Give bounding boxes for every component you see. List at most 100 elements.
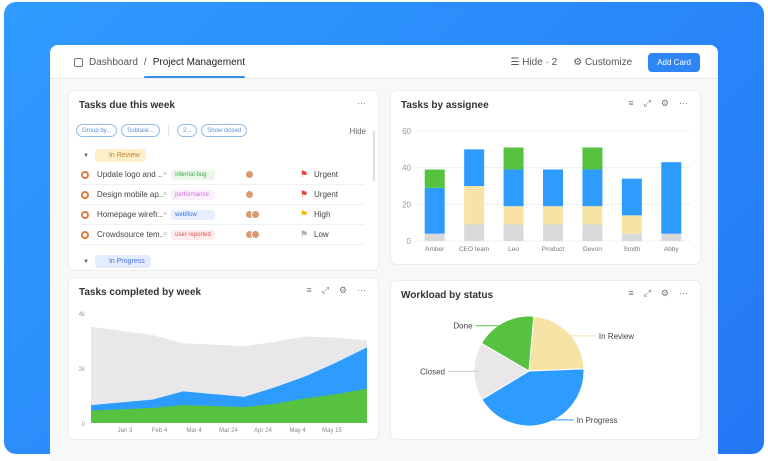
more-icon[interactable]: ··· (679, 98, 688, 108)
card-title: Workload by status (401, 290, 494, 301)
group-in-progress: In Progress (94, 255, 151, 268)
more-icon[interactable]: ··· (357, 98, 366, 108)
bar-segment (543, 224, 563, 241)
hide-label: Hide · 2 (522, 57, 558, 68)
priority-label: Urgent (314, 190, 339, 199)
x-tick-label: Product (542, 246, 565, 253)
active-tab-underline (144, 76, 245, 78)
show-closed-chip[interactable]: Show closed (201, 124, 248, 137)
task-name[interactable]: Update logo and ... (97, 170, 163, 179)
bar-segment (424, 233, 445, 241)
customize-button[interactable]: ⚙ Customize (573, 57, 632, 68)
filter-icon[interactable]: ≡ (628, 98, 634, 108)
bar-segment (661, 233, 682, 241)
expand-icon[interactable]: ⤢ (321, 285, 329, 295)
bar-segment (543, 169, 563, 207)
bar-segment (621, 215, 642, 234)
slice-label: In Review (599, 332, 634, 341)
x-tick-label: Amber (425, 246, 445, 253)
flag-icon: ⚑ (300, 189, 309, 199)
collapse-icon[interactable]: ▼ (83, 258, 89, 265)
task-tag: performance (171, 189, 216, 200)
group-by-chip[interactable]: Group by... (76, 124, 118, 137)
x-tick-label: Jan 3 (118, 428, 133, 434)
header: Dashboard / Project Management ☰ Hide · … (50, 45, 718, 79)
scrollbar[interactable] (373, 131, 375, 181)
bar-chart: 0 20 40 60 Amber CEO team Leo Product Devon Smith… (402, 127, 691, 253)
hide-button[interactable]: ☰ Hide · 2 (510, 57, 557, 68)
y-tick-label: 20 (402, 200, 411, 209)
task-tag: webflow (171, 209, 216, 220)
task-row[interactable]: Update logo and ... ≡ internal bug ⚑ Urg… (81, 165, 365, 185)
divider (167, 124, 169, 137)
filter-chip[interactable]: 2... (176, 124, 198, 137)
task-row[interactable]: Design mobile ap... ≡ performance ⚑ Urge… (81, 185, 365, 205)
bar-segment (464, 149, 485, 186)
bar-segment (424, 169, 445, 188)
bar-segment (582, 147, 603, 170)
more-icon[interactable]: ··· (357, 285, 366, 295)
bar-segment (582, 169, 603, 207)
tasks-by-assignee-card: Tasks by assignee ≡ ⤢ ⚙ ··· 0 20 40 60 Amber CEO… (390, 90, 701, 265)
filter-icon[interactable]: ≡ (306, 285, 312, 295)
y-tick-label: 4k (79, 312, 86, 318)
description-icon: ≡ (163, 231, 168, 238)
expand-icon[interactable]: ⤢ (643, 288, 651, 298)
y-tick-label: 0 (82, 422, 86, 428)
y-tick-label: 40 (402, 164, 411, 173)
status-icon (81, 230, 89, 239)
sliders-icon: ☰ (510, 57, 523, 68)
priority-label: Low (314, 230, 329, 239)
hide-link[interactable]: Hide (349, 127, 366, 136)
flag-icon: ⚑ (300, 229, 309, 239)
bar-segment (661, 162, 682, 234)
slice-label: Closed (420, 367, 445, 376)
y-tick-label: 0 (407, 237, 412, 246)
description-icon: ≡ (163, 171, 168, 178)
pie-slice (480, 315, 535, 372)
add-card-button[interactable]: Add Card (648, 53, 700, 72)
group-in-review: In Review (94, 149, 146, 162)
gear-icon: ⚙ (573, 57, 585, 68)
x-tick-label: May 15 (322, 428, 342, 434)
breadcrumb-separator: / (143, 57, 147, 68)
area-series (91, 388, 367, 423)
dashboard-icon (74, 58, 83, 67)
bar-segment (503, 206, 524, 225)
breadcrumb-project-management[interactable]: Project Management (152, 57, 245, 68)
task-name[interactable]: Design mobile ap... (97, 190, 163, 199)
breadcrumb-dashboard[interactable]: Dashboard (89, 57, 138, 68)
pie-slice (481, 368, 585, 427)
task-name[interactable]: Crowdsource tem... (97, 230, 163, 239)
pie-slice (528, 315, 585, 372)
status-icon (81, 210, 89, 219)
bar-segment (464, 186, 485, 225)
gear-icon[interactable]: ⚙ (660, 98, 669, 108)
avatar (251, 230, 260, 239)
more-icon[interactable]: ··· (679, 288, 688, 298)
bar-segment (582, 224, 603, 241)
bar-segment (424, 187, 445, 234)
customize-label: Customize (584, 57, 633, 68)
task-name[interactable]: Homepage wirefr... (97, 210, 163, 219)
priority-label: High (314, 210, 331, 219)
x-tick-label: Leo (508, 246, 519, 253)
priority-label: Urgent (314, 170, 339, 179)
y-tick-label: 2k (79, 367, 86, 373)
task-row[interactable]: Homepage wirefr... ≡ webflow ⚑ High (81, 205, 365, 225)
subtask-chip[interactable]: Subtask... (121, 124, 160, 137)
description-icon: ≡ (163, 191, 168, 198)
gear-icon[interactable]: ⚙ (338, 285, 347, 295)
collapse-icon[interactable]: ▼ (83, 152, 89, 159)
bar-segment (543, 206, 563, 225)
breadcrumb: Dashboard / Project Management (74, 57, 245, 68)
x-tick-label: May 4 (289, 428, 306, 434)
card-title: Tasks completed by week (79, 287, 202, 298)
expand-icon[interactable]: ⤢ (643, 98, 651, 108)
task-row[interactable]: Crowdsource tem... ≡ user reported ⚑ Low (81, 225, 365, 245)
card-title: Tasks due this week (79, 100, 175, 111)
tasks-completed-card: Tasks completed by week ≡ ⤢ ⚙ ··· 0 2k 4k Jan … (68, 277, 379, 440)
area-chart: 0 2k 4k Jan 3 Feb 4 Mar 4 Mar 24 Apr 24 May 4 May… (79, 312, 367, 434)
filter-icon[interactable]: ≡ (628, 288, 634, 298)
gear-icon[interactable]: ⚙ (660, 288, 669, 298)
